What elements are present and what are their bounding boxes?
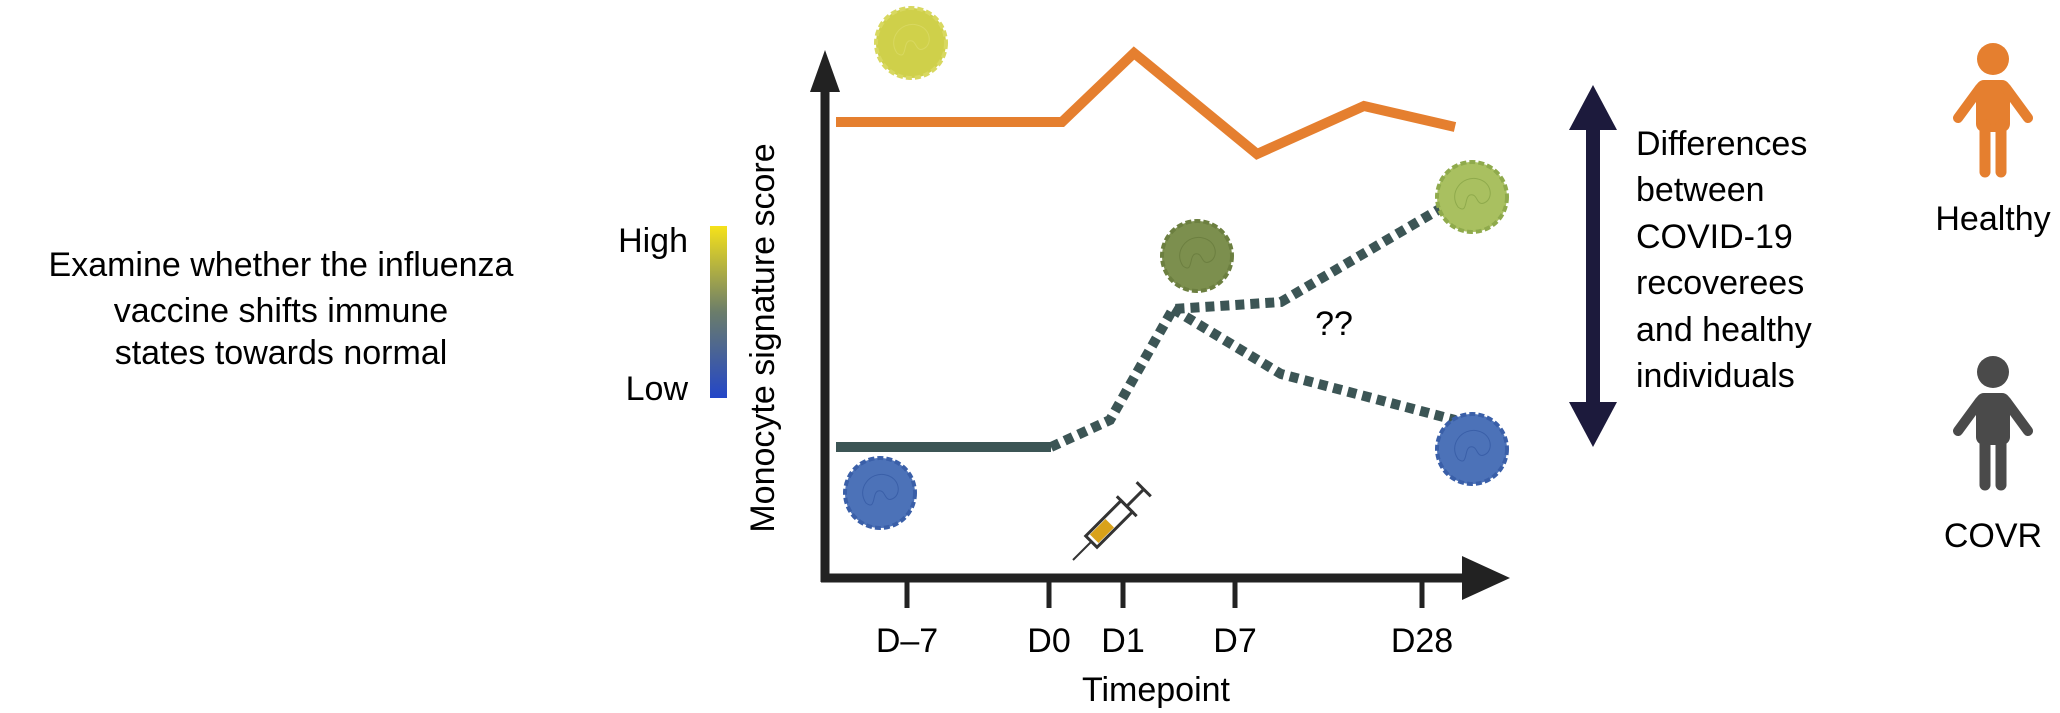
healthy-icon — [1958, 43, 2028, 172]
y-axis-label: Monocyte signature score — [744, 143, 782, 532]
cell-high — [876, 8, 946, 78]
covr-lower-path — [1173, 309, 1455, 420]
syringe-icon — [1063, 479, 1154, 570]
text-line: Examine whether the influenza — [49, 246, 514, 284]
x-tick-label: D28 — [1391, 622, 1453, 660]
text-line: individuals — [1636, 357, 1795, 395]
text-line: COVID-19 — [1636, 218, 1793, 256]
x-tick-label: D0 — [1027, 622, 1070, 660]
covr-icon — [1958, 356, 2028, 485]
x-tick-label: D–7 — [876, 622, 938, 660]
colorbar-high: High — [618, 222, 688, 260]
text-line: and healthy — [1636, 311, 1812, 349]
cell-low — [845, 458, 915, 528]
left-text: Examine whether the influenza vaccine sh… — [49, 246, 514, 372]
x-tick-label: D7 — [1213, 622, 1256, 660]
legend-healthy: Healthy — [1935, 200, 2050, 238]
covr-upper-path — [1051, 200, 1455, 447]
right-text: Differences between COVID-19 recoverees … — [1636, 125, 1812, 395]
text-line: Differences — [1636, 125, 1807, 163]
x-tick-label: D1 — [1101, 622, 1144, 660]
difference-arrow — [1569, 85, 1617, 447]
cell-upper — [1437, 162, 1507, 232]
text-line: between — [1636, 171, 1765, 209]
text-line: vaccine shifts immune — [114, 292, 448, 330]
cell-mid — [1162, 221, 1232, 291]
text-line: states towards normal — [115, 334, 448, 372]
colorbar-low: Low — [626, 370, 689, 408]
diagram: Examine whether the influenza vaccine sh… — [0, 0, 2060, 713]
legend-covr: COVR — [1944, 517, 2042, 555]
annotation: ?? — [1315, 305, 1353, 343]
text-line: recoverees — [1636, 264, 1804, 302]
colorbar — [710, 226, 727, 398]
cell-lower — [1437, 414, 1507, 484]
x-axis-label: Timepoint — [1082, 671, 1231, 709]
x-ticks: D–7 D0 D1 D7 D28 — [876, 622, 1453, 660]
